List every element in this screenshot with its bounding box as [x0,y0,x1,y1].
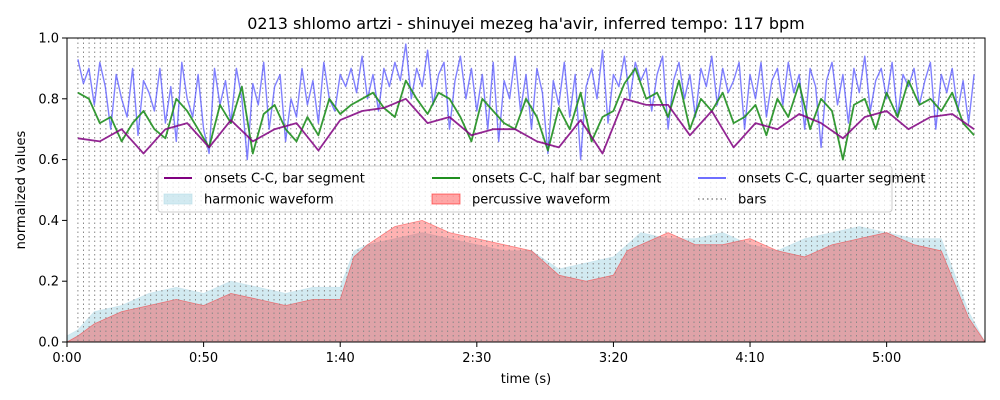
x-tick-label: 0:00 [52,351,81,366]
y-tick-label: 0.2 [38,275,59,290]
legend-area-swatch [431,193,461,205]
legend-label: percussive waveform [472,193,610,208]
legend-entry: onsets C-C, bar segment [164,172,365,187]
y-tick-label: 0.6 [38,153,59,168]
y-tick-label: 0.0 [38,336,59,351]
axis-ticks-layer: 0:00 0:50 1:40 2:30 3:20 4:10 5:00 0.0 0.2 0.4 0.6… [38,32,901,367]
legend-label: onsets C-C, quarter segment [738,172,925,187]
legend-entry: onsets C-C, half bar segment [432,172,661,187]
y-axis-label: normalized values [14,130,29,249]
legend-label: onsets C-C, bar segment [204,172,365,187]
plot-frame [66,37,986,343]
onsets-c-c-half-bar-segment-line [77,67,975,161]
onset-lines-layer [77,43,975,161]
legend-label: bars [738,193,767,208]
legend-label: harmonic waveform [204,193,334,208]
legend-entry: percussive waveform [431,193,610,208]
legend-entry: onsets C-C, quarter segment [698,172,925,187]
x-tick-label: 2:30 [462,351,491,366]
legend: onsets C-C, bar segment onsets C-C, half … [157,165,925,213]
x-tick-label: 1:40 [326,351,355,366]
x-tick-label: 0:50 [189,351,218,366]
y-tick-label: 1.0 [38,32,59,47]
legend-label: onsets C-C, half bar segment [472,172,661,187]
y-tick-label: 0.4 [38,214,59,229]
onsets-c-c-bar-segment-line [77,97,975,155]
legend-area-swatch [163,193,193,205]
bar-markers-layer [77,38,975,342]
x-axis-label: time (s) [501,372,551,387]
legend-entry: harmonic waveform [163,193,334,208]
x-tick-label: 5:00 [872,351,901,366]
x-tick-label: 3:20 [599,351,628,366]
y-tick-label: 0.8 [38,92,59,107]
x-tick-label: 4:10 [735,351,764,366]
chart-title: 0213 shlomo artzi - shinuyei mezeg ha'av… [247,14,805,33]
legend-entry: bars [698,193,767,208]
